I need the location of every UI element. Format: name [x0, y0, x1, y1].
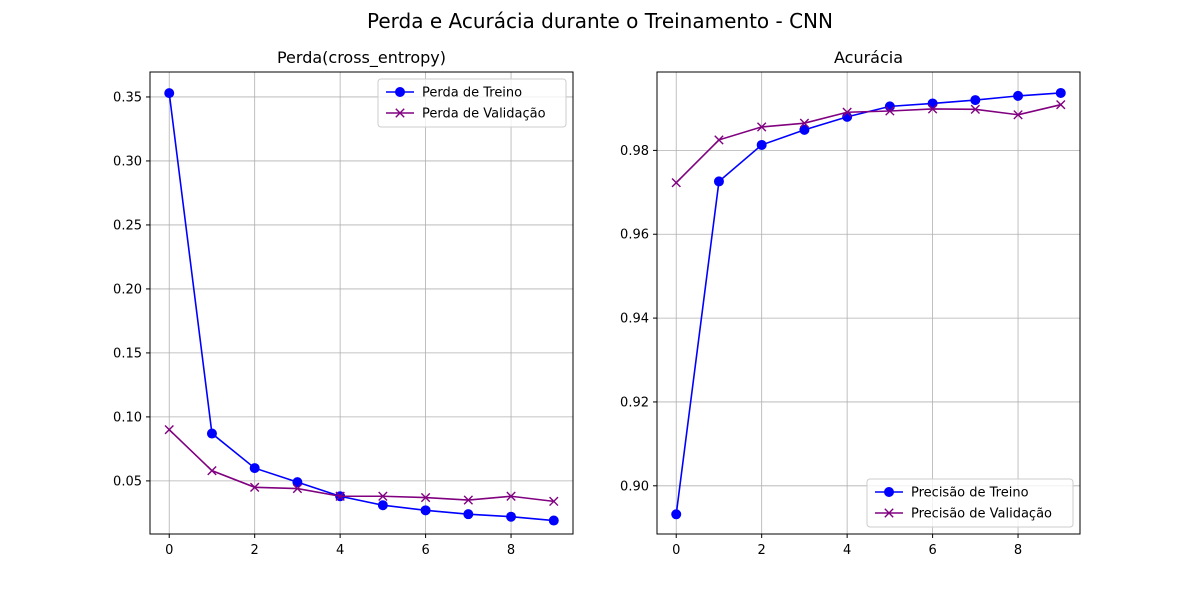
accuracy-legend-entry-validation: Precisão de Validação: [875, 507, 1052, 522]
loss-series-validation-point: [335, 491, 345, 501]
accuracy-series-train-point: [713, 176, 724, 187]
loss-legend-entry-validation-label: Perda de Validação: [422, 107, 546, 122]
loss-series-train-point: [420, 505, 431, 516]
loss-legend-entry-train-marker: [395, 87, 405, 97]
loss-series-train-line: [168, 93, 554, 522]
accuracy-legend-entry-validation-marker: [884, 508, 894, 518]
accuracy-x-tick-label: 2: [758, 543, 766, 558]
loss-series-validation-point: [378, 491, 388, 501]
accuracy-legend-entry-train-label: Precisão de Treino: [911, 486, 1029, 501]
accuracy-series-validation-point: [671, 177, 681, 188]
loss-axes-frame: [149, 71, 574, 535]
accuracy-series-validation-point: [756, 122, 767, 132]
accuracy-series-train-point: [970, 95, 981, 106]
loss-series-train-point: [506, 511, 517, 522]
loss-series-train-point: [206, 428, 217, 439]
loss-legend-entry-validation-marker: [395, 108, 405, 118]
loss-chart-title: Perda(cross_entropy): [277, 48, 446, 68]
accuracy-series-train: [671, 87, 1066, 520]
accuracy-y-tick-label: 0.94: [620, 312, 649, 327]
loss-series-validation-point: [506, 491, 516, 501]
loss-series-train-point: [249, 463, 260, 474]
loss-legend-entry-train: Perda de Treino: [386, 86, 522, 101]
loss-y-tick-label: 0.35: [113, 90, 142, 105]
accuracy-series-train-point: [1013, 90, 1024, 101]
accuracy-legend-entry-train: Precisão de Treino: [875, 486, 1029, 501]
loss-series-validation-point: [164, 425, 174, 435]
loss-series-validation-point: [463, 495, 474, 505]
loss-x-tick-label: 0: [165, 543, 173, 558]
figure-title: Perda e Acurácia durante o Treinamento -…: [367, 9, 833, 33]
accuracy-series-validation-point: [714, 135, 724, 145]
accuracy-series-validation-point: [799, 118, 810, 128]
accuracy-series-train-point: [1055, 87, 1066, 98]
loss-legend-box: [377, 78, 567, 128]
loss-legend-entry-train-label: Perda de Treino: [422, 86, 522, 101]
loss-y-tick-label: 0.30: [113, 154, 142, 169]
loss-series-validation-point: [292, 483, 303, 494]
loss-series-validation: [164, 425, 559, 507]
accuracy-series-train-point: [799, 124, 810, 135]
accuracy-legend-entry-validation-label: Precisão de Validação: [911, 507, 1052, 522]
accuracy-chart-title: Acurácia: [834, 48, 903, 67]
loss-series-validation-point: [207, 465, 217, 476]
loss-x-tick-label: 2: [251, 543, 259, 558]
loss-x-tick-label: 8: [507, 543, 515, 558]
loss-series-validation-point: [549, 496, 559, 507]
loss-y-tick-label: 0.10: [113, 410, 142, 425]
accuracy-y-tick-label: 0.96: [620, 228, 649, 243]
loss-series-train-point: [463, 509, 474, 520]
accuracy-x-tick-label: 6: [928, 543, 936, 558]
loss-legend: Perda de Treino Perda de Validação: [377, 78, 567, 128]
accuracy-chart: 0 2 4 6 8 0.90 0.92 0.94 0.96 0.98 Acurácia Precisã…: [620, 48, 1081, 558]
accuracy-series-validation-point: [1013, 110, 1023, 120]
loss-y-tick-label: 0.15: [113, 346, 142, 361]
loss-x-tick-label: 6: [421, 543, 429, 558]
accuracy-series-train-point: [884, 101, 895, 112]
accuracy-legend-entry-train-marker: [884, 487, 894, 497]
loss-chart: 0 2 4 6 8 0.05 0.10 0.15 0.20 0.25 0.30 0.35 Perda(c…: [113, 48, 574, 558]
accuracy-series-validation-point: [970, 104, 981, 115]
loss-y-tick-label: 0.25: [113, 218, 142, 233]
accuracy-x-tick-label: 0: [672, 543, 680, 558]
loss-legend-entry-validation: Perda de Validação: [386, 107, 546, 122]
accuracy-series-train-line: [675, 92, 1061, 515]
loss-y-tick-label: 0.20: [113, 282, 142, 297]
loss-x-tick-label: 4: [336, 543, 344, 558]
accuracy-legend-box: [866, 478, 1074, 528]
accuracy-series-validation: [671, 100, 1066, 188]
loss-series-validation-point: [420, 492, 431, 503]
loss-series-train-point: [164, 88, 175, 99]
accuracy-y-tick-label: 0.90: [620, 479, 649, 494]
accuracy-series-validation-point: [1056, 100, 1066, 110]
loss-series-validation-line: [168, 429, 554, 503]
loss-series-validation-point: [249, 482, 260, 492]
loss-y-tick-label: 0.05: [113, 474, 142, 489]
loss-series-train-point: [377, 500, 388, 511]
loss-series-train-point: [292, 477, 303, 488]
loss-series-train-point: [548, 515, 559, 526]
accuracy-series-validation-point: [927, 104, 938, 114]
accuracy-series-validation-point: [885, 106, 895, 116]
loss-series-train: [164, 88, 559, 526]
accuracy-series-train-point: [756, 139, 767, 150]
accuracy-x-tick-label: 8: [1014, 543, 1022, 558]
accuracy-y-tick-label: 0.92: [620, 395, 649, 410]
accuracy-y-tick-label: 0.98: [620, 144, 649, 159]
accuracy-series-train-point: [671, 509, 682, 520]
accuracy-x-tick-label: 4: [843, 543, 851, 558]
accuracy-axes-frame: [656, 71, 1081, 535]
accuracy-series-validation-point: [842, 107, 852, 117]
accuracy-legend: Precisão de Treino Precisão de Validação: [866, 478, 1074, 528]
accuracy-series-validation-line: [675, 103, 1061, 184]
